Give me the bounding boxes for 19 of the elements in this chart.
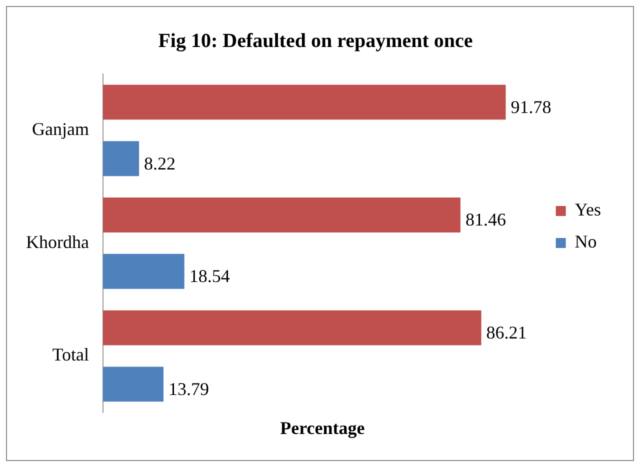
legend-label: Yes [574,200,602,220]
bar [102,254,184,289]
data-label: 8.22 [144,153,176,174]
bar [102,141,140,176]
bar [102,84,506,120]
bar [102,366,164,402]
data-label: 18.54 [189,266,230,286]
data-label: 81.46 [465,210,506,230]
y-tick-label: Total [52,344,89,365]
bar [102,198,460,232]
bar [102,310,482,346]
data-label: 13.79 [168,378,209,399]
y-tick-label: Khordha [26,232,89,252]
chart-title: Fig 10: Defaulted on repayment once [158,30,473,52]
x-axis-title: Percentage [280,418,365,438]
data-label: 86.21 [486,322,527,343]
data-label: 91.78 [510,96,552,117]
y-tick-label: Ganjam [32,119,89,140]
legend-label: No [574,232,597,252]
